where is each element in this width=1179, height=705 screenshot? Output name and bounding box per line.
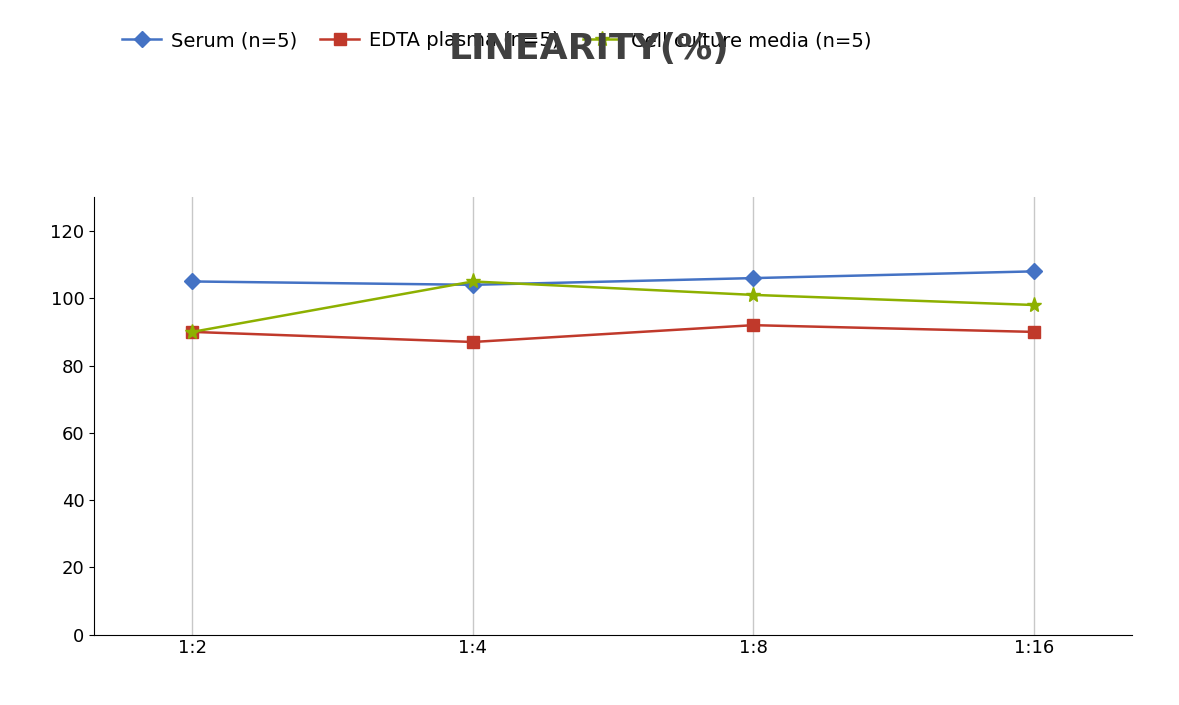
Legend: Serum (n=5), EDTA plasma (n=5), Cell culture media (n=5): Serum (n=5), EDTA plasma (n=5), Cell cul… (114, 23, 880, 58)
Line: Cell culture media (n=5): Cell culture media (n=5) (185, 274, 1041, 340)
Cell culture media (n=5) (466, 277, 480, 286)
Serum (n=5) (1027, 267, 1041, 276)
EDTA plasma (n=5) (185, 328, 199, 336)
Line: Serum (n=5): Serum (n=5) (187, 266, 1039, 290)
Cell culture media (n=5) (746, 290, 760, 299)
Serum (n=5) (746, 274, 760, 282)
Text: LINEARITY(%): LINEARITY(%) (449, 32, 730, 66)
Serum (n=5) (185, 277, 199, 286)
EDTA plasma (n=5) (466, 338, 480, 346)
Serum (n=5) (466, 281, 480, 289)
EDTA plasma (n=5) (746, 321, 760, 329)
EDTA plasma (n=5) (1027, 328, 1041, 336)
Cell culture media (n=5) (185, 328, 199, 336)
Line: EDTA plasma (n=5): EDTA plasma (n=5) (187, 319, 1039, 348)
Cell culture media (n=5) (1027, 301, 1041, 309)
